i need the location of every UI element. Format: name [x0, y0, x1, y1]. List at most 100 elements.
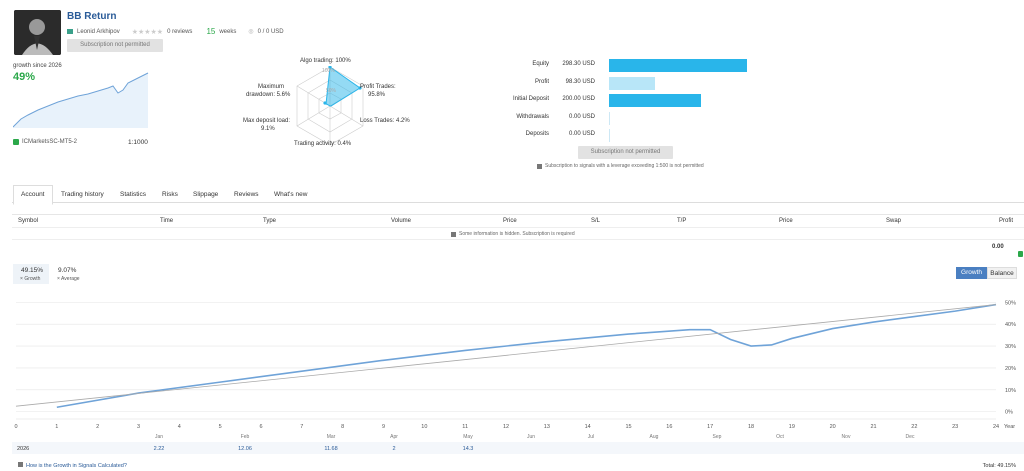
broker-name[interactable]: ICMarketsSC-MT5-2	[22, 139, 78, 145]
x-tick-label: 16	[666, 424, 672, 430]
growth-calc-link[interactable]: How is the Growth in Signals Calculated?	[26, 463, 127, 469]
month-label: Sep	[713, 434, 722, 440]
column-header[interactable]: Swap	[886, 218, 902, 224]
month-label: Aug	[650, 434, 659, 440]
weeks-label: weeks	[219, 28, 237, 35]
x-tick-label: 10	[421, 424, 427, 430]
month-label: Oct	[776, 434, 784, 440]
tab-what-s-new[interactable]: What's new	[274, 191, 308, 198]
broker-row: ICMarketsSC-MT5-2	[13, 139, 77, 145]
stat-label: Withdrawals	[516, 113, 549, 120]
radar-max-deposit-load: Max deposit load:	[243, 118, 291, 124]
signal-title[interactable]: BB Return	[67, 11, 117, 22]
growth-summary-box[interactable]	[13, 264, 49, 284]
x-tick-label: 8	[341, 424, 344, 430]
x-tick-label: 14	[585, 424, 591, 430]
radar-max-deposit-load-value: 9.1%	[261, 126, 275, 132]
tab-statistics[interactable]: Statistics	[120, 191, 147, 198]
column-header[interactable]: S/L	[591, 218, 601, 224]
x-tick-label: 18	[748, 424, 754, 430]
stat-bar	[609, 111, 610, 125]
x-tick-label: 21	[870, 424, 876, 430]
month-label: Feb	[241, 434, 250, 440]
y-tick-label: 0%	[1005, 410, 1013, 416]
month-label: Mar	[327, 434, 336, 440]
radar-algo-trading: Algo trading: 100%	[300, 58, 351, 64]
x-tick-label: 11	[462, 424, 468, 430]
weeks-value: 15	[206, 27, 216, 36]
y-tick-label: 10%	[1005, 388, 1016, 394]
stat-value: 98.30 USD	[565, 78, 595, 85]
growth-toggle-button[interactable]: Growth	[956, 267, 987, 279]
month-value: 2.22	[154, 446, 165, 452]
year-row-label: 2026	[17, 446, 29, 452]
month-value: 11.68	[324, 446, 337, 452]
hidden-note: Some information is hidden. Subscription…	[459, 231, 575, 237]
x-tick-label: 19	[789, 424, 795, 430]
y-tick-label: 50%	[1005, 300, 1016, 306]
mini-growth-chart	[13, 72, 149, 128]
month-label: Jun	[527, 434, 535, 440]
column-header[interactable]: Price	[779, 218, 793, 224]
stat-label: Profit	[534, 78, 549, 85]
stat-value: 298.30 USD	[562, 61, 595, 67]
table-header-border	[12, 227, 1024, 228]
x-tick-label: 2	[96, 424, 99, 430]
balance-toggle-button[interactable]: Balance	[987, 267, 1017, 279]
radar-chart	[296, 66, 364, 146]
x-tick-label: 24	[993, 424, 999, 430]
month-label: Dec	[906, 434, 915, 440]
column-header[interactable]: Type	[263, 218, 277, 224]
growth-value: 49%	[13, 71, 36, 83]
x-tick-label: 13	[544, 424, 550, 430]
column-header[interactable]: Volume	[391, 218, 412, 224]
table-row-border	[12, 239, 1024, 240]
month-label: Nov	[842, 434, 851, 440]
average-summary-value: 9.07%	[58, 267, 77, 274]
radar-trading-activity: Trading activity: 0.4%	[294, 141, 352, 147]
author-row: Leonid Arkhipov ★★★★★ 0 reviews 15 weeks…	[67, 27, 284, 36]
x-tick-label: 3	[137, 424, 140, 430]
x-tick-label: 20	[830, 424, 836, 430]
year-row	[12, 442, 1024, 454]
subscribers-icon: ◎	[248, 29, 254, 35]
x-tick-label: 17	[707, 424, 713, 430]
tab-account[interactable]: Account	[21, 191, 45, 198]
column-header[interactable]: Time	[160, 218, 174, 224]
avatar	[14, 10, 61, 55]
stat-bar	[609, 94, 702, 107]
stat-bar	[609, 129, 610, 142]
stat-bar	[609, 59, 747, 72]
y-tick-label: 30%	[1005, 344, 1016, 350]
x-tick-label: 0	[14, 424, 17, 430]
column-header[interactable]: Price	[503, 218, 517, 224]
month-label: Apr	[390, 434, 398, 440]
radar-loss-trades: Loss Trades: 4.2%	[360, 118, 410, 124]
stat-bar	[609, 76, 655, 90]
tabs-divider	[12, 202, 1024, 203]
stat-label: Deposits	[525, 131, 549, 137]
tab-slippage[interactable]: Slippage	[193, 191, 219, 198]
column-header[interactable]: Symbol	[18, 218, 39, 224]
stat-label: Equity	[532, 61, 549, 67]
subscribe-button[interactable]: Subscription not permitted	[67, 39, 163, 52]
x-tick-label: 22	[911, 424, 917, 430]
tab-risks[interactable]: Risks	[162, 191, 178, 198]
radar-max-drawdown: Maximum	[258, 84, 285, 90]
profit-total: 0.00	[992, 244, 1004, 250]
stat-value: 0.00 USD	[568, 113, 595, 120]
info-icon	[537, 163, 542, 169]
stats-subscribe-button[interactable]: Subscription not permitted	[578, 146, 673, 159]
month-label: Jul	[588, 434, 594, 440]
tab-reviews[interactable]: Reviews	[234, 191, 259, 198]
tab-trading-history[interactable]: Trading history	[61, 191, 104, 198]
shield-icon	[1018, 251, 1023, 257]
column-header[interactable]: Profit	[999, 218, 1014, 224]
author-name[interactable]: Leonid Arkhipov	[77, 28, 120, 35]
growth-summary-value: 49.15%	[21, 267, 44, 274]
month-label: Jan	[155, 434, 163, 440]
radar-inner-100: 100%	[322, 68, 335, 74]
reviews-count[interactable]: 0 reviews	[167, 28, 193, 35]
month-label: May	[463, 434, 473, 440]
column-header[interactable]: T/P	[677, 218, 687, 224]
